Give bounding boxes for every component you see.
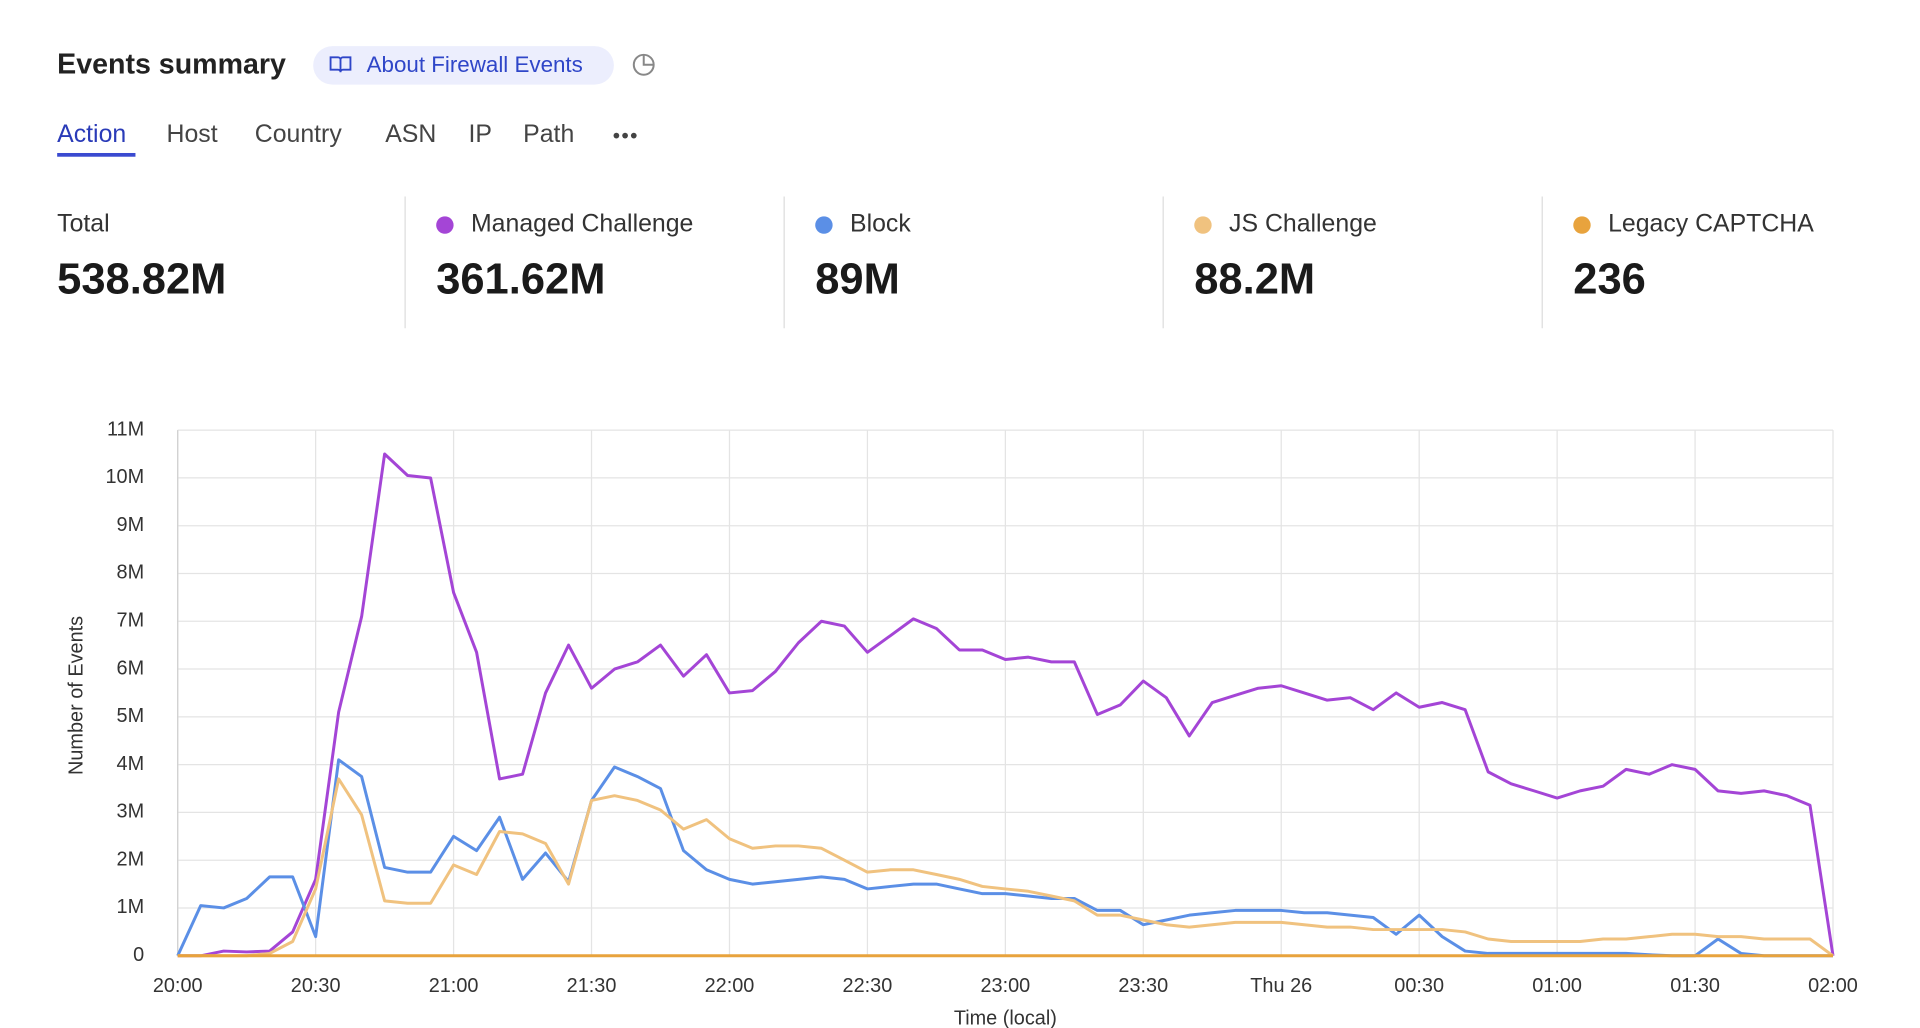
legend-dot: [815, 216, 833, 234]
legend-dot: [1194, 216, 1212, 234]
legend-dot: [436, 216, 454, 234]
legend-dot: [1573, 216, 1591, 234]
y-tick-label: 4M: [117, 753, 145, 775]
chart: 0 1M 2M 3M 4M 5M 6M 7M 8M 9M 10M 11M 20:00 20:30 21:00…: [65, 418, 1858, 1028]
link-pill: [313, 46, 614, 85]
x-tick-label: 01:00: [1532, 975, 1582, 997]
legend-label[interactable]: Block: [850, 211, 911, 238]
y-tick-label: 0: [133, 944, 144, 966]
more-tabs[interactable]: [613, 132, 637, 139]
tab[interactable]: ASN: [385, 121, 436, 148]
book-icon: [329, 56, 352, 73]
series-line: [177, 777, 1834, 958]
tab[interactable]: Path: [523, 121, 574, 148]
x-tick-label: 23:30: [1118, 975, 1168, 997]
summary-cards: Total 538.82M Managed Challenge 361.62M Bl…: [57, 196, 1814, 329]
tab[interactable]: IP: [469, 121, 492, 148]
x-axis-title: Time (local): [954, 1007, 1057, 1028]
y-tick-label: 7M: [117, 610, 145, 632]
active-tab-underline: [57, 152, 136, 157]
x-tick-label: Thu 26: [1250, 975, 1312, 997]
legend-label[interactable]: Managed Challenge: [471, 211, 693, 238]
x-tick-label: 22:30: [843, 975, 893, 997]
y-tick-label: 1M: [117, 896, 145, 918]
card-value: 88.2M: [1194, 256, 1315, 304]
y-tick-label: 3M: [117, 801, 145, 823]
card-label: Total: [57, 211, 109, 238]
x-tick-label: 23:00: [980, 975, 1030, 997]
legend-label[interactable]: JS Challenge: [1229, 211, 1377, 238]
card-value: 89M: [815, 256, 900, 304]
x-tick-label: 00:30: [1394, 975, 1444, 997]
card-value: 538.82M: [57, 256, 226, 304]
x-tick-label: 21:30: [567, 975, 617, 997]
tab[interactable]: Host: [167, 121, 218, 148]
x-tick-label: 21:00: [429, 975, 479, 997]
y-tick-label: 8M: [117, 562, 145, 584]
tab-bar: Action Host Country ASN IP Path: [57, 121, 574, 148]
x-tick-label: 20:00: [153, 975, 203, 997]
docs-link[interactable]: About Firewall Events: [313, 46, 614, 85]
y-tick-label: 5M: [117, 705, 145, 727]
x-tick-label: 01:30: [1670, 975, 1720, 997]
legend-label[interactable]: Legacy CAPTCHA: [1608, 211, 1814, 238]
tab[interactable]: Action: [57, 121, 126, 148]
link-text: About Firewall Events: [367, 52, 583, 77]
y-tick-label: 6M: [117, 657, 145, 679]
y-tick-label: 11M: [107, 418, 144, 440]
history-icon[interactable]: [632, 53, 655, 76]
y-tick-label: 2M: [117, 848, 145, 870]
card-value: 361.62M: [436, 256, 605, 304]
tab[interactable]: Country: [255, 121, 343, 148]
title: Events summary: [57, 49, 286, 81]
series-line: [177, 452, 1835, 958]
x-tick-label: 22:00: [705, 975, 755, 997]
x-tick-label: 20:30: [291, 975, 341, 997]
y-axis-title: Number of Events: [65, 616, 87, 775]
card-value: 236: [1573, 256, 1646, 304]
x-tick-label: 02:00: [1808, 975, 1858, 997]
series-line: [176, 758, 1834, 958]
y-tick-label: 9M: [117, 514, 145, 536]
y-tick-label: 10M: [105, 466, 144, 488]
